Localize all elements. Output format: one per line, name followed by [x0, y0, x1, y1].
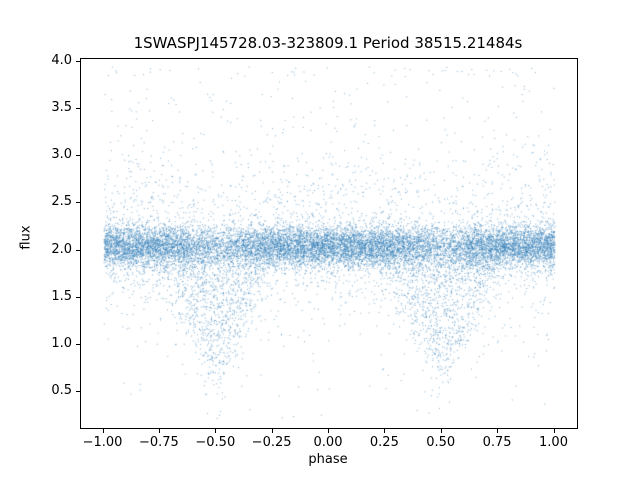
x-tick-label: 1.00: [539, 435, 568, 450]
y-tick-mark: [76, 60, 80, 62]
y-tick-label: 3.0: [51, 147, 72, 163]
y-tick-mark: [76, 249, 80, 251]
x-tick-mark: [497, 429, 499, 433]
x-tick-label: −0.25: [251, 435, 292, 450]
x-tick-label: 0.00: [313, 435, 343, 450]
y-tick-mark: [76, 344, 80, 345]
y-tick-label: 1.0: [51, 336, 72, 351]
x-tick-mark: [102, 429, 104, 433]
x-tick-mark: [271, 429, 273, 433]
chart-title: 1SWASPJ145728.03-323809.1 Period 38515.2…: [133, 34, 523, 52]
y-tick-mark: [76, 202, 80, 204]
x-tick-mark: [328, 429, 329, 433]
y-tick-mark: [76, 391, 80, 393]
x-tick-label: 0.75: [482, 435, 512, 450]
y-tick-mark: [76, 296, 80, 298]
x-tick-mark: [553, 429, 555, 433]
y-tick-label: 0.5: [51, 383, 72, 399]
plot-area: [80, 58, 578, 429]
x-tick-label: −0.50: [195, 435, 236, 450]
x-tick-label: −0.75: [138, 435, 179, 450]
x-tick-mark: [215, 429, 217, 433]
y-axis-label: flux: [18, 225, 34, 250]
x-tick-mark: [384, 429, 386, 433]
x-tick-label: −1.00: [82, 435, 123, 450]
y-tick-label: 4.0: [51, 52, 72, 68]
x-tick-mark: [440, 429, 442, 433]
x-tick-label: 0.25: [369, 435, 399, 450]
y-tick-label: 1.5: [51, 288, 72, 304]
y-tick-label: 2.0: [51, 241, 72, 257]
scatter-canvas: [81, 59, 577, 428]
x-tick-label: 0.50: [426, 435, 456, 450]
y-tick-mark: [76, 155, 80, 157]
y-tick-label: 3.5: [51, 100, 72, 115]
x-axis-label: phase: [308, 452, 348, 467]
y-tick-mark: [76, 108, 80, 109]
x-tick-mark: [158, 429, 160, 433]
y-tick-label: 2.5: [51, 194, 72, 210]
